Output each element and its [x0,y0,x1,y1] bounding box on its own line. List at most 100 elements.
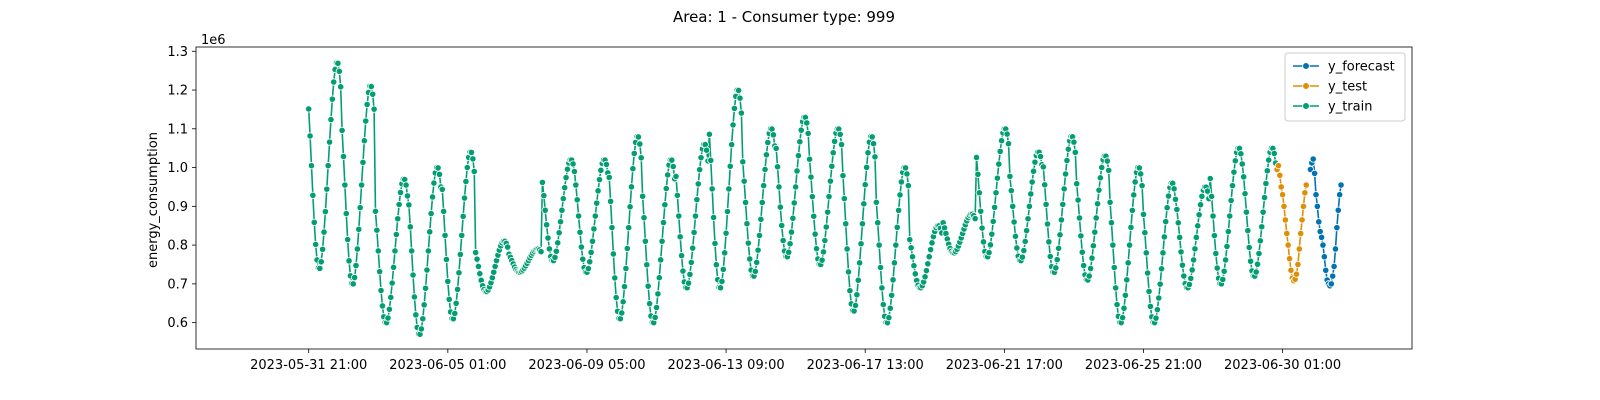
data-point [712,261,720,269]
data-point [818,256,826,264]
data-point [978,224,986,232]
data-point [906,236,914,244]
data-point [321,208,329,216]
data-point [476,270,484,278]
data-point [385,305,393,313]
data-point [797,126,805,134]
data-point [662,184,670,193]
data-point [316,264,324,272]
data-point [376,268,384,276]
data-point [403,192,412,200]
data-point [974,170,982,178]
legend-box [1284,52,1406,122]
data-point [903,170,911,178]
data-point [562,173,570,182]
data-point [337,83,345,91]
data-point [886,304,894,312]
data-point [790,199,798,207]
data-point [620,283,629,291]
data-point [1109,241,1117,249]
data-point [811,230,819,238]
data-point [897,178,905,186]
data-point [1301,189,1309,197]
data-point [773,163,782,171]
y-axis: 0.6 0.7 0.8 0.9 1.0 1.1 1.2 1.3 [167,45,196,331]
data-point [739,158,747,166]
data-point [544,234,552,242]
data-point [1333,224,1341,232]
data-point [1091,228,1099,236]
data-point [406,223,414,231]
data-point [842,220,850,228]
data-point [572,181,580,189]
data-point [325,138,334,146]
data-point [1155,294,1163,302]
data-point [607,197,615,205]
data-point [1071,148,1079,156]
data-point [840,194,848,203]
data-point [1220,267,1228,275]
data-point [772,144,780,153]
data-point [576,228,584,236]
data-point [1013,244,1021,252]
data-point [543,221,551,229]
data-point [1007,187,1015,195]
data-point [804,129,812,138]
data-point [330,78,338,86]
data-point [868,133,876,141]
data-point [1053,256,1061,264]
data-point [691,212,700,220]
data-point [1074,196,1082,204]
data-point [1135,164,1143,172]
data-point [1145,287,1153,295]
data-point [1279,191,1287,199]
data-point [442,255,451,264]
data-point [1287,266,1295,274]
data-point [1329,272,1337,280]
data-point [876,263,885,272]
data-point [384,314,392,322]
data-point [1244,227,1252,235]
data-point [985,249,993,257]
data-point [793,167,801,175]
data-point [1004,140,1013,148]
data-point [319,245,327,253]
data-point [993,174,1001,182]
data-point [1106,198,1114,206]
data-point [1241,190,1249,198]
data-point [540,192,548,200]
data-point [1125,241,1134,249]
data-point [474,262,483,271]
data-point [412,311,420,319]
data-point [373,226,381,234]
data-point [1041,181,1049,189]
data-point [344,235,352,244]
data-point [427,209,435,218]
data-point [829,149,837,157]
data-point [625,224,633,232]
data-point [761,165,769,174]
data-point [1262,179,1270,188]
data-point [1011,232,1020,240]
data-point [1191,245,1199,253]
data-point [726,162,734,170]
data-point [1059,200,1067,208]
data-point [317,258,325,266]
data-point [652,303,661,312]
data-point [988,230,996,238]
data-point [1327,280,1335,288]
data-point [1128,206,1136,214]
data-point [996,147,1004,155]
series-layer [305,59,1345,338]
data-point [664,171,672,179]
data-point [863,163,871,171]
data-point [1173,205,1181,214]
data-point [669,162,677,171]
data-point [989,217,997,226]
data-point [1281,216,1289,224]
data-point [1162,217,1170,226]
data-point [1163,204,1171,212]
data-point [622,264,630,273]
data-point [623,244,631,253]
data-point [419,315,427,323]
